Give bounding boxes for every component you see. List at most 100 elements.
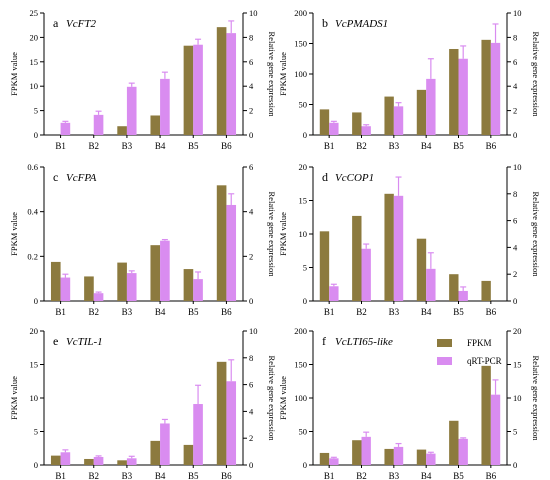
left-tick-label: 0 [34,130,38,140]
right-tick-label: 2 [249,433,253,443]
x-tick-label: B5 [188,471,199,480]
chart-panel-e: 0 5 10 15 20 0 2 4 6 8 10 FPKM value Relative gene e… [9,326,277,480]
bar-fpkm [416,89,427,135]
left-tick-label: 50 [299,100,308,110]
right-tick-label: 10 [249,326,258,336]
legend-label: qRT-PCR [467,356,502,366]
x-tick-label: B3 [389,471,400,480]
x-tick-label: B1 [324,307,335,317]
right-tick-label: 6 [249,57,253,67]
chart-panel-b: 0 50 100 150 200 0 2 4 6 8 10 FPKM value Relative ge… [278,8,541,151]
x-tick-label: B6 [221,471,232,480]
gene-name: VcLTI65-like [335,336,393,348]
bar-fpkm [84,276,94,301]
bar-fpkm [319,452,330,465]
bar-qrt-pcr [393,106,404,135]
left-tick-label: 25 [30,8,39,18]
bar-qrt-pcr [126,86,137,135]
bar-fpkm [384,448,394,465]
bar-qrt-pcr [126,273,137,301]
y-axis-title: FPKM value [278,52,288,96]
x-tick-label: B1 [324,141,335,151]
left-tick-label: 0 [303,296,307,306]
right-tick-label: 10 [249,8,258,18]
bar-fpkm [319,231,330,301]
y-axis-title: FPKM value [278,212,288,256]
right-tick-label: 2 [513,106,517,116]
bar-fpkm [117,126,127,135]
x-tick-label: B2 [88,307,99,317]
x-tick-label: B6 [486,307,497,317]
right-tick-label: 8 [513,32,517,42]
gene-name: VcPMADS1 [335,18,388,30]
bar-qrt-pcr [60,122,71,135]
x-tick-label: B2 [88,471,99,480]
panel-label: f [322,334,326,348]
bar-fpkm [352,440,362,465]
bar-qrt-pcr [126,458,137,465]
bar-fpkm [183,45,194,135]
bar-fpkm [150,115,161,135]
bar-fpkm [319,109,330,135]
bar-qrt-pcr [160,240,170,301]
left-tick-label: 10 [30,81,39,91]
bar-qrt-pcr [60,452,71,465]
left-tick-label: 20 [299,162,308,172]
right-tick-label: 10 [513,162,522,172]
y2-axis-title: Relative gene expression [531,32,541,118]
bar-qrt-pcr [193,44,203,135]
gene-name: VcCOP1 [335,172,374,184]
bar-qrt-pcr [60,277,71,301]
left-tick-label: 15 [30,57,39,67]
bar-qrt-pcr [93,114,104,135]
x-tick-label: B1 [55,307,66,317]
x-tick-label: B2 [356,471,367,480]
bar-fpkm [352,112,362,135]
x-tick-label: B2 [88,141,99,151]
x-tick-label: B5 [453,471,464,480]
right-tick-label: 0 [513,130,517,140]
bar-fpkm [481,365,491,465]
right-tick-label: 10 [513,8,522,18]
legend-label: FPKM [467,338,492,348]
bar-qrt-pcr [226,33,237,135]
bar-qrt-pcr [361,126,371,135]
y-axis-title: FPKM value [9,376,19,420]
x-tick-label: B3 [389,307,400,317]
right-tick-label: 0 [249,460,253,470]
bar-fpkm [183,269,194,301]
bar-qrt-pcr [426,453,436,465]
panel-label: d [322,170,328,184]
bar-fpkm [352,215,362,301]
bar-qrt-pcr [329,286,339,301]
gene-name: VcFT2 [66,18,96,30]
right-tick-label: 0 [249,296,253,306]
bar-qrt-pcr [393,195,404,301]
left-tick-label: 50 [299,427,308,437]
x-tick-label: B4 [421,141,432,151]
x-tick-label: B4 [155,307,166,317]
x-tick-label: B1 [55,141,66,151]
bar-qrt-pcr [193,279,203,301]
right-tick-label: 4 [249,406,254,416]
bar-fpkm [216,361,227,465]
bar-fpkm [416,238,427,301]
legend-swatch [437,357,452,365]
bar-fpkm [216,185,227,301]
right-tick-label: 20 [513,326,522,336]
bar-qrt-pcr [393,446,404,465]
panel-label: a [53,16,59,30]
left-tick-label: 20 [30,32,39,42]
x-tick-label: B5 [188,141,199,151]
right-tick-label: 0 [249,130,253,140]
left-tick-label: 200 [294,326,307,336]
bar-qrt-pcr [93,293,104,301]
right-tick-label: 6 [249,162,253,172]
bar-qrt-pcr [226,381,237,465]
left-tick-label: 0.6 [27,162,38,172]
x-tick-label: B5 [453,307,464,317]
bar-qrt-pcr [93,456,104,465]
bar-qrt-pcr [426,268,436,301]
left-tick-label: 0 [34,296,38,306]
left-tick-label: 5 [34,427,38,437]
